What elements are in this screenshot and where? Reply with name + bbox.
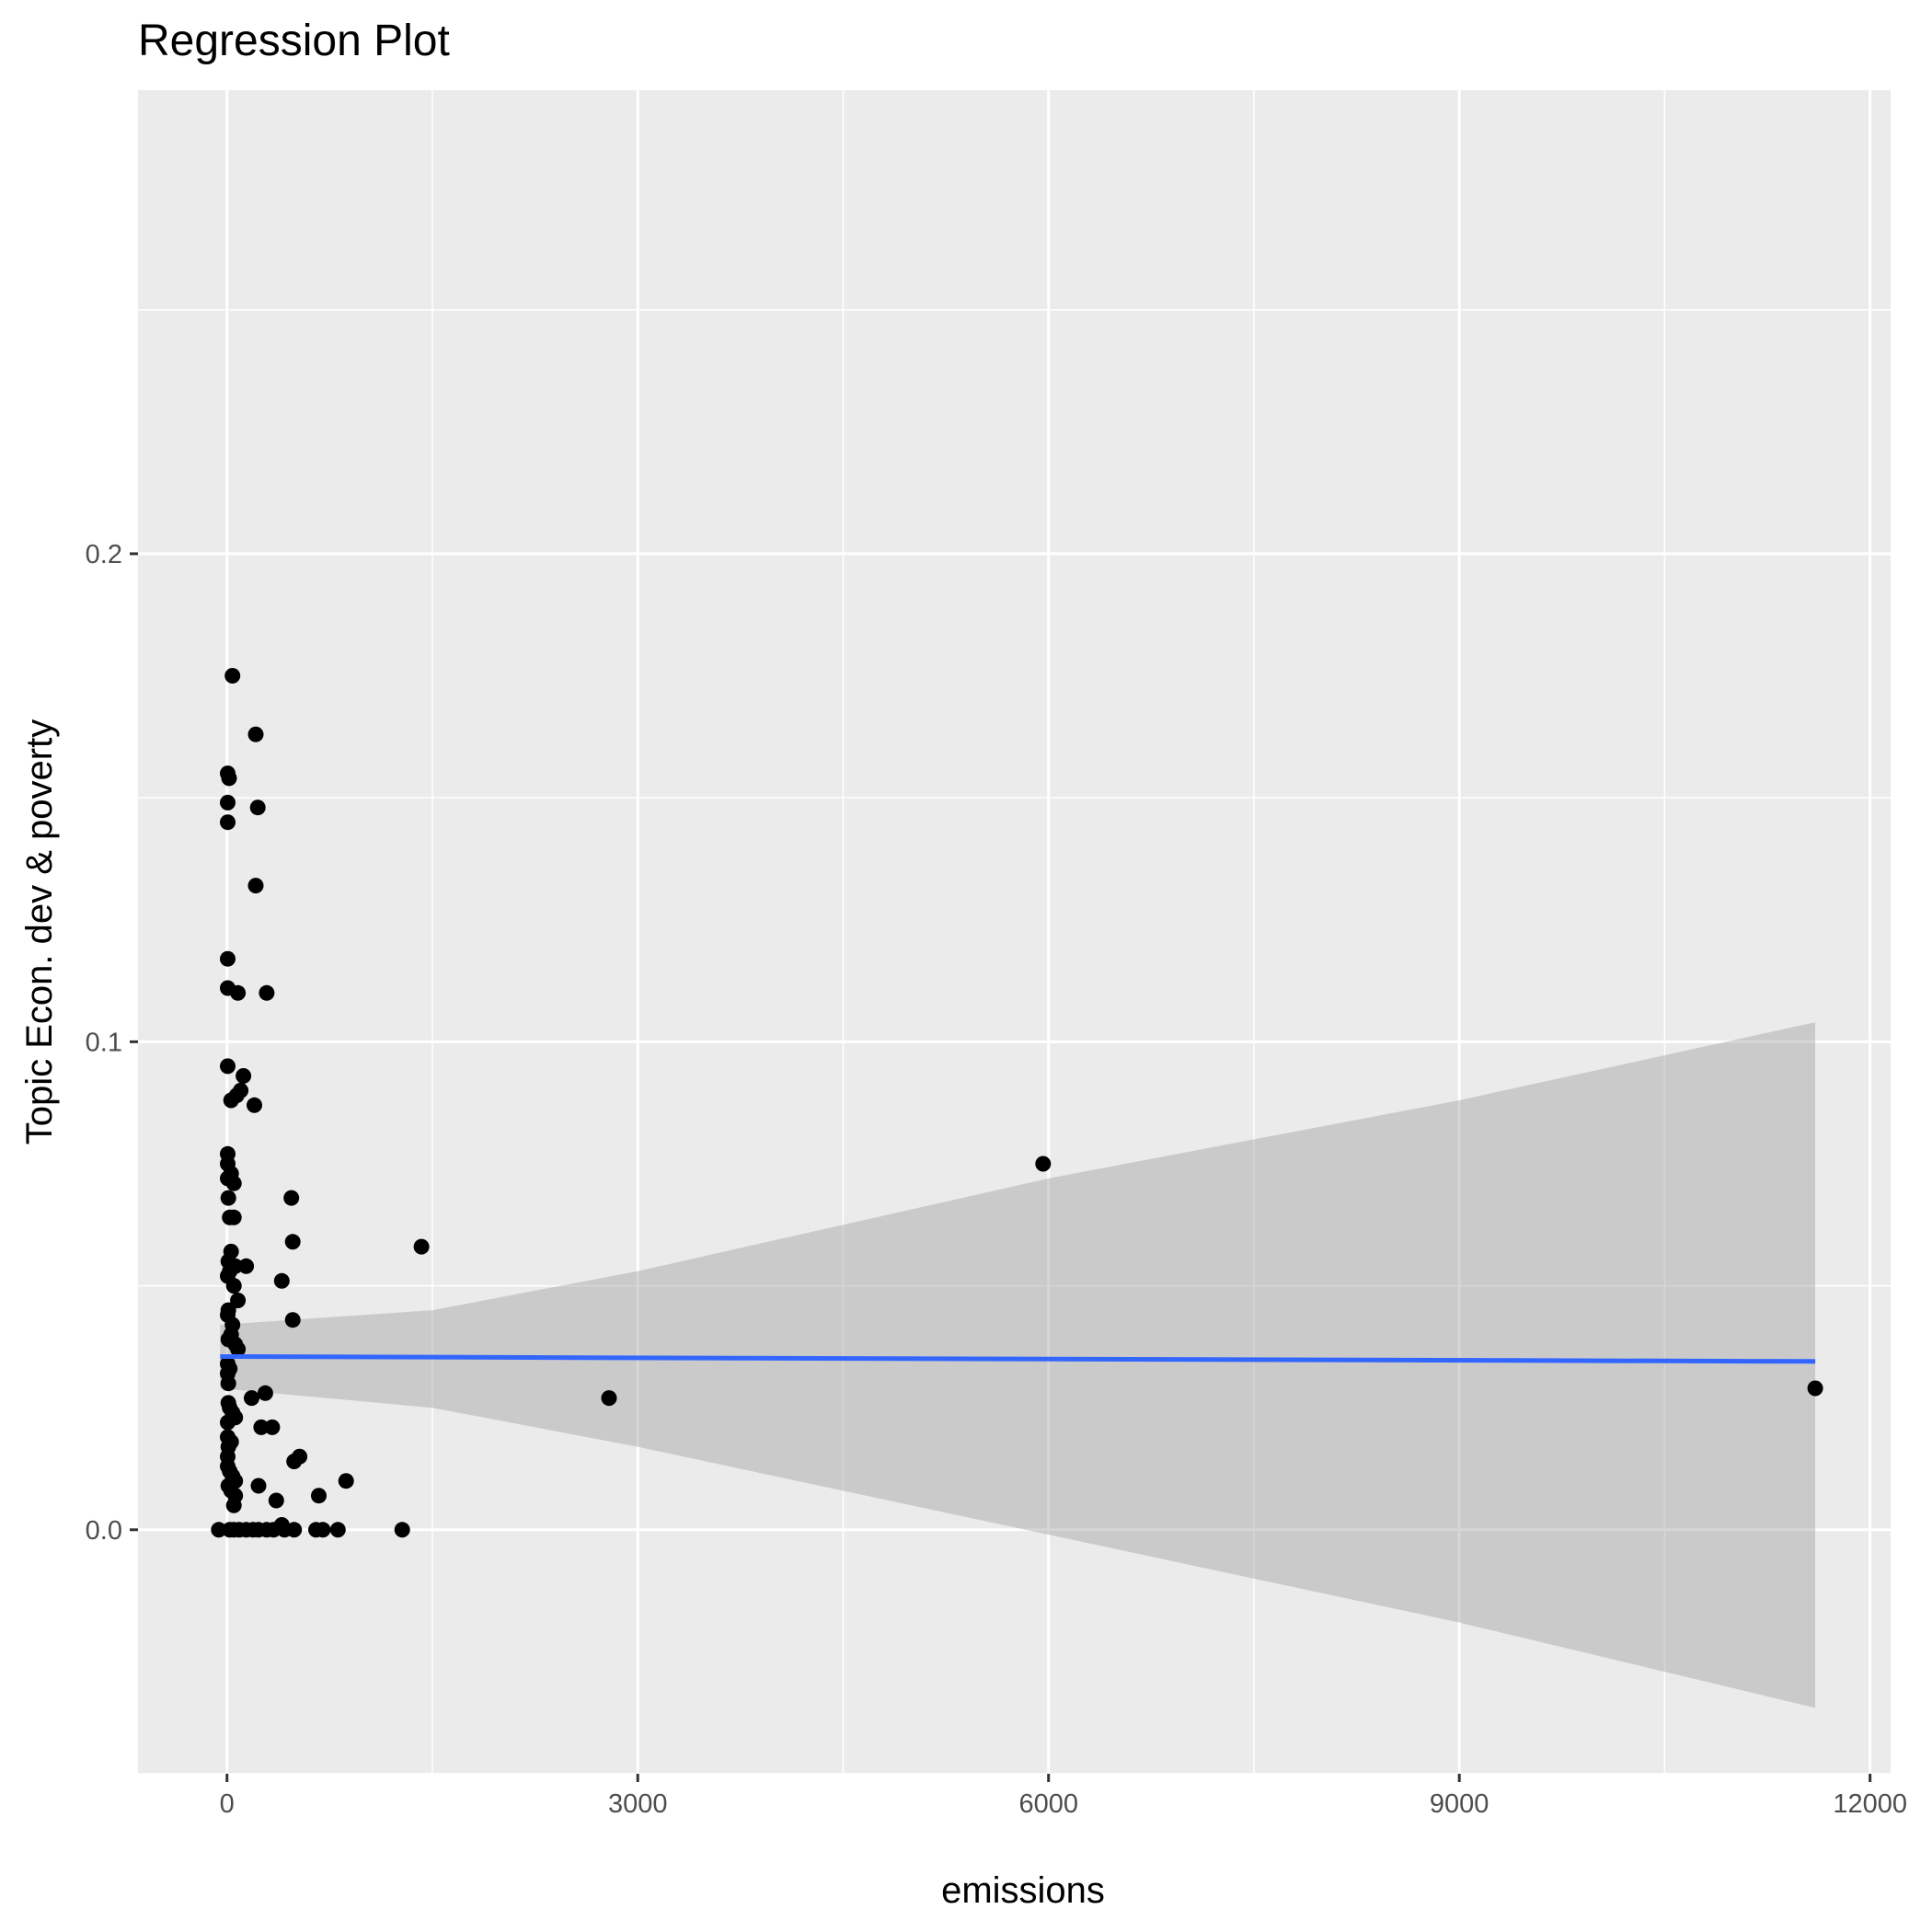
data-point bbox=[220, 794, 236, 811]
data-point bbox=[220, 950, 236, 967]
data-point bbox=[268, 1492, 284, 1509]
data-point bbox=[265, 1522, 282, 1538]
data-point bbox=[221, 770, 237, 787]
data-points bbox=[211, 668, 1823, 1538]
confidence-band bbox=[220, 1022, 1816, 1708]
x-axis-title: emissions bbox=[941, 1870, 1105, 1911]
data-point bbox=[244, 1390, 259, 1407]
data-point bbox=[230, 984, 247, 1001]
minor-gridlines bbox=[138, 90, 1891, 1775]
data-point bbox=[259, 984, 275, 1001]
data-point bbox=[264, 1419, 281, 1435]
data-point bbox=[273, 1272, 290, 1289]
data-point bbox=[253, 1419, 270, 1435]
x-tick-label: 0 bbox=[220, 1789, 235, 1819]
data-point bbox=[284, 1312, 301, 1328]
data-point bbox=[311, 1488, 327, 1504]
major-gridlines bbox=[138, 90, 1891, 1774]
chart-title: Regression Plot bbox=[138, 17, 450, 65]
data-point bbox=[220, 1190, 236, 1206]
plot-panel bbox=[138, 90, 1891, 1774]
data-point bbox=[247, 878, 264, 894]
x-tick-label: 12000 bbox=[1833, 1789, 1907, 1819]
y-tick-label: 0.1 bbox=[86, 1028, 122, 1057]
regression-line bbox=[220, 1353, 1816, 1364]
x-tick-label: 6000 bbox=[1018, 1789, 1078, 1819]
data-point bbox=[286, 1522, 303, 1538]
data-point bbox=[220, 1375, 236, 1392]
data-point bbox=[1807, 1380, 1823, 1397]
data-point bbox=[230, 1293, 247, 1308]
y-tick-label: 0.2 bbox=[86, 540, 122, 569]
data-point bbox=[1035, 1156, 1052, 1172]
x-axis: 0 3000 6000 9000 12000 bbox=[220, 1774, 1907, 1819]
data-point bbox=[211, 1522, 227, 1538]
data-point bbox=[220, 814, 236, 831]
data-point bbox=[394, 1522, 410, 1538]
data-point bbox=[225, 1278, 242, 1294]
data-point bbox=[247, 1097, 262, 1113]
y-axis: 0.0 0.1 0.2 bbox=[86, 540, 138, 1546]
data-point bbox=[220, 1058, 236, 1075]
data-point bbox=[315, 1522, 331, 1538]
data-point bbox=[223, 1092, 239, 1109]
data-point bbox=[230, 1341, 247, 1357]
y-axis-title: Topic Econ. dev & poverty bbox=[19, 719, 60, 1144]
data-point bbox=[220, 1414, 236, 1431]
x-tick-label: 3000 bbox=[608, 1789, 668, 1819]
data-point bbox=[601, 1390, 617, 1407]
data-point bbox=[286, 1454, 303, 1469]
data-point bbox=[284, 1234, 301, 1250]
data-point bbox=[413, 1238, 430, 1255]
data-point bbox=[338, 1473, 354, 1489]
data-point bbox=[236, 1068, 252, 1084]
data-point bbox=[283, 1190, 300, 1206]
data-point bbox=[247, 726, 264, 742]
data-point bbox=[238, 1258, 255, 1274]
data-point bbox=[224, 668, 241, 684]
data-point bbox=[250, 1478, 267, 1494]
data-point bbox=[249, 799, 266, 816]
data-point bbox=[225, 1175, 242, 1191]
data-point bbox=[329, 1522, 346, 1538]
x-tick-label: 9000 bbox=[1430, 1789, 1489, 1819]
data-point bbox=[225, 1497, 242, 1513]
y-tick-label: 0.0 bbox=[86, 1516, 122, 1546]
data-point bbox=[225, 1209, 242, 1225]
data-point bbox=[257, 1385, 273, 1401]
